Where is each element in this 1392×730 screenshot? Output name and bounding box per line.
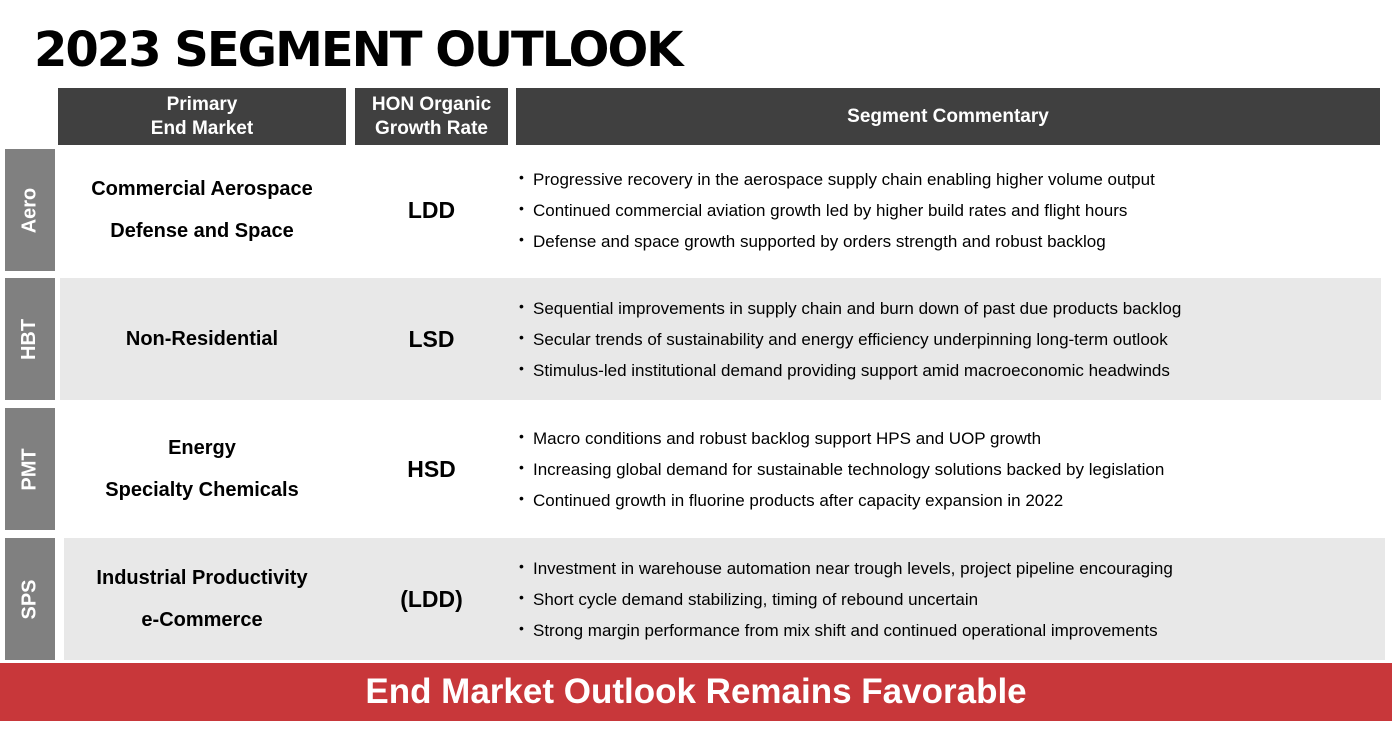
segment-row-sps: SPS Industrial Productivity e-Commerce (… <box>0 538 1392 660</box>
segment-tag: HBT <box>5 278 55 400</box>
segment-row-hbt: HBT Non-Residential LSD Sequential impro… <box>0 278 1392 400</box>
segment-commentary: Macro conditions and robust backlog supp… <box>516 408 1376 530</box>
commentary-bullet: Increasing global demand for sustainable… <box>516 452 1376 485</box>
primary-end-market: Industrial Productivity e-Commerce <box>58 538 346 660</box>
segment-commentary: Sequential improvements in supply chain … <box>516 278 1376 400</box>
organic-growth-rate: HSD <box>407 455 456 482</box>
header-market-line-2: End Market <box>150 117 254 139</box>
header-growth-line-1: HON Organic <box>371 93 492 115</box>
market-name: Commercial Aerospace <box>91 178 313 200</box>
header-commentary-label: Segment Commentary <box>847 105 1049 127</box>
commentary-bullet: Secular trends of sustainability and ene… <box>516 322 1376 355</box>
commentary-bullet: Macro conditions and robust backlog supp… <box>516 421 1376 454</box>
market-name: e-Commerce <box>141 609 263 631</box>
organic-growth-rate: (LDD) <box>400 585 463 612</box>
page-title: 2023 SEGMENT OUTLOOK <box>34 22 683 78</box>
commentary-bullet: Sequential improvements in supply chain … <box>516 291 1376 324</box>
segment-row-aero: Aero Commercial Aerospace Defense and Sp… <box>0 149 1392 271</box>
market-name: Specialty Chemicals <box>105 479 299 501</box>
outlook-banner: End Market Outlook Remains Favorable <box>0 663 1392 721</box>
segment-tag: SPS <box>5 538 55 660</box>
primary-end-market: Non-Residential <box>58 278 346 400</box>
commentary-bullet: Stimulus-led institutional demand provid… <box>516 353 1376 386</box>
primary-end-market: Commercial Aerospace Defense and Space <box>58 149 346 271</box>
segment-commentary: Progressive recovery in the aerospace su… <box>516 149 1376 271</box>
header-organic-growth-rate: HON Organic Growth Rate <box>355 88 508 145</box>
commentary-bullet: Defense and space growth supported by or… <box>516 224 1376 257</box>
commentary-bullet: Short cycle demand stabilizing, timing o… <box>516 582 1376 615</box>
commentary-bullet: Strong margin performance from mix shift… <box>516 613 1376 646</box>
segment-commentary: Investment in warehouse automation near … <box>516 538 1376 660</box>
market-name: Industrial Productivity <box>96 567 308 589</box>
market-name: Energy <box>168 437 236 459</box>
segment-row-pmt: PMT Energy Specialty Chemicals HSD Macro… <box>0 408 1392 530</box>
commentary-bullet: Investment in warehouse automation near … <box>516 551 1376 584</box>
commentary-bullet: Continued growth in fluorine products af… <box>516 483 1376 516</box>
header-growth-line-2: Growth Rate <box>375 117 488 139</box>
primary-end-market: Energy Specialty Chemicals <box>58 408 346 530</box>
commentary-bullet: Progressive recovery in the aerospace su… <box>516 162 1376 195</box>
market-name: Non-Residential <box>125 328 279 350</box>
segment-tag: Aero <box>5 149 55 271</box>
commentary-bullet: Continued commercial aviation growth led… <box>516 193 1376 226</box>
organic-growth-rate: LSD <box>408 325 455 352</box>
header-segment-commentary: Segment Commentary <box>516 88 1380 145</box>
header-primary-end-market: Primary End Market <box>58 88 346 145</box>
header-market-line-1: Primary <box>166 93 238 115</box>
segment-tag: PMT <box>5 408 55 530</box>
organic-growth-rate: LDD <box>407 196 456 223</box>
market-name: Defense and Space <box>110 220 294 242</box>
